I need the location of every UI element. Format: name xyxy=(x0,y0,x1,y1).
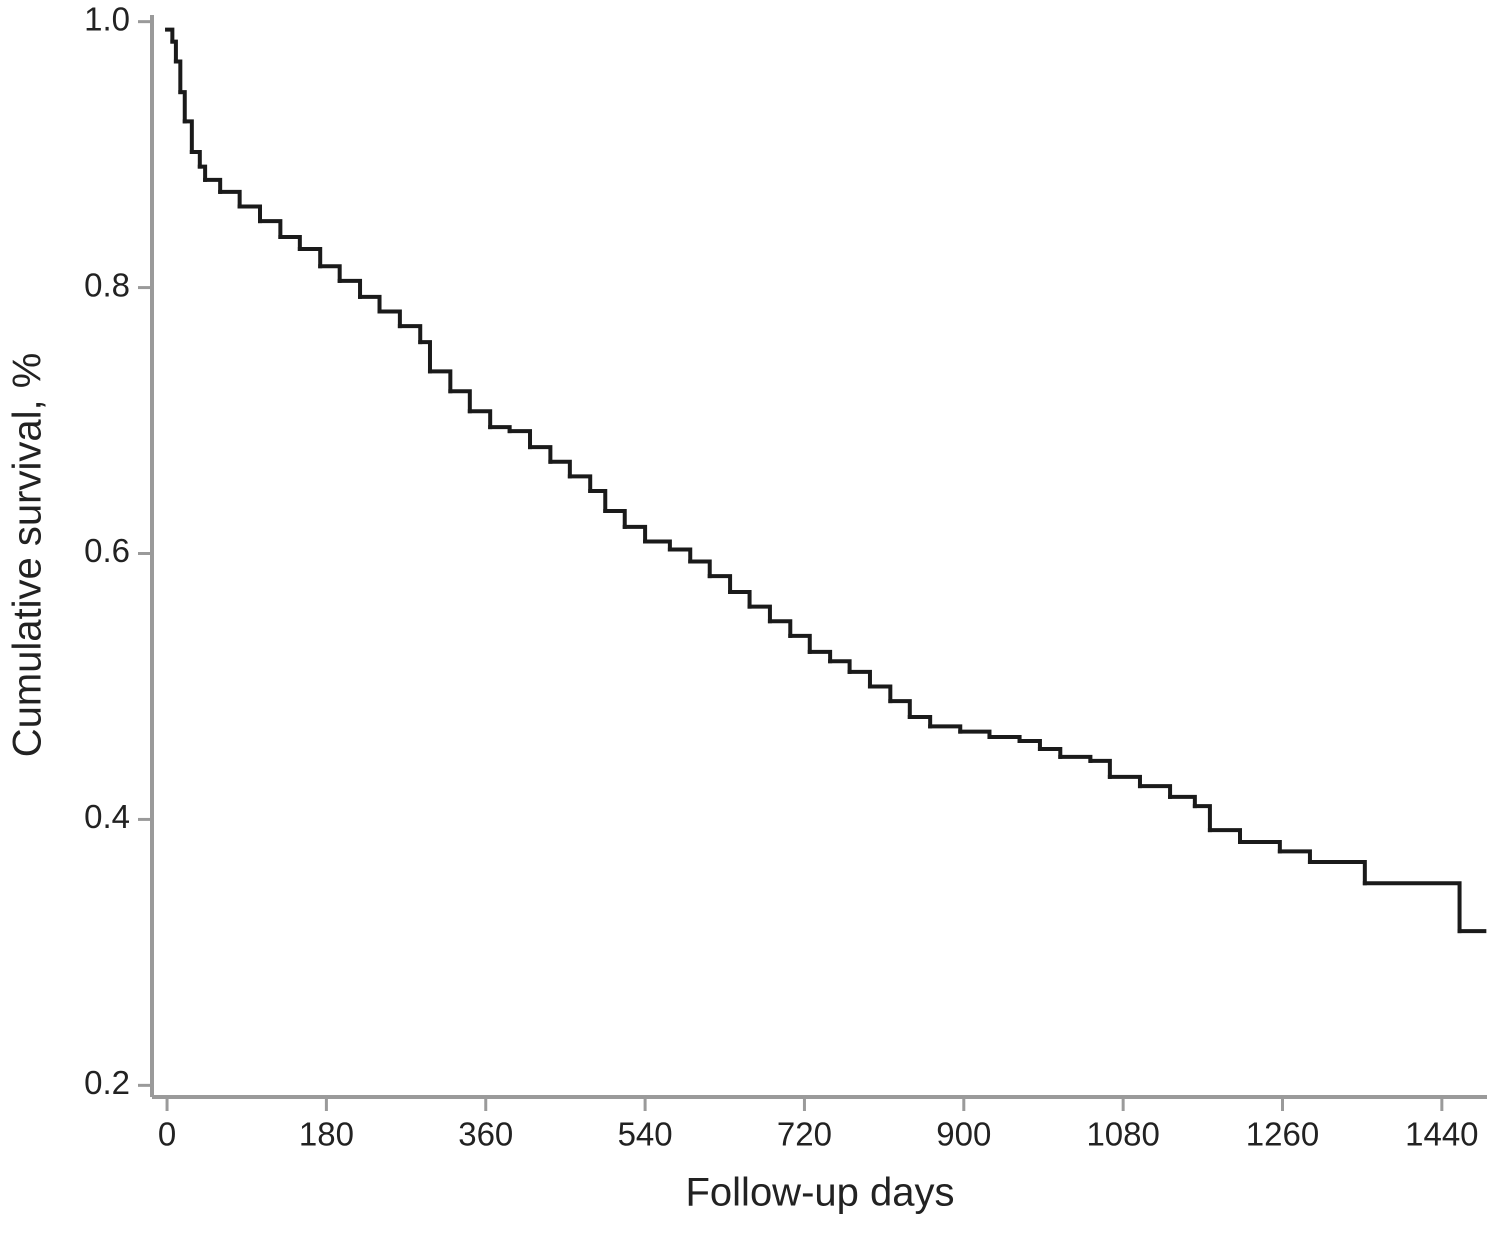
x-tick-label: 720 xyxy=(777,1116,832,1153)
survival-step xyxy=(237,204,263,224)
survival-step xyxy=(467,409,493,430)
survival-step xyxy=(807,649,833,664)
survival-step xyxy=(507,429,533,450)
survival-step xyxy=(297,247,323,269)
survival-step xyxy=(358,294,382,314)
x-tick-label: 1080 xyxy=(1086,1116,1159,1153)
survival-step xyxy=(622,524,648,544)
survival-step xyxy=(427,369,453,394)
y-tick-label: 0.4 xyxy=(84,798,130,835)
survival-step xyxy=(767,619,793,638)
survival-step xyxy=(588,489,608,513)
x-tick-label: 900 xyxy=(936,1116,991,1153)
x-tick-label: 540 xyxy=(618,1116,673,1153)
x-tick-label: 1260 xyxy=(1246,1116,1319,1153)
survival-step xyxy=(278,235,302,252)
survival-step xyxy=(488,425,512,434)
survival-step xyxy=(189,149,202,169)
y-tick-label: 0.2 xyxy=(84,1064,130,1101)
survival-step xyxy=(567,474,593,494)
survival-step xyxy=(173,59,183,95)
survival-step xyxy=(1137,784,1173,799)
survival-step xyxy=(397,324,423,345)
survival-step xyxy=(318,264,342,283)
survival-step xyxy=(907,715,933,729)
survival-step xyxy=(888,699,912,720)
survival-step xyxy=(1017,738,1042,751)
survival-step xyxy=(1192,804,1212,833)
y-tick-label: 1.0 xyxy=(84,0,130,37)
survival-step xyxy=(1277,849,1312,864)
survival-step xyxy=(448,389,472,414)
survival-step xyxy=(707,574,733,595)
y-tick-label: 0.8 xyxy=(84,266,130,303)
x-tick-label: 0 xyxy=(158,1116,176,1153)
survival-step xyxy=(337,278,363,299)
survival-step xyxy=(548,459,572,479)
survival-step xyxy=(847,669,872,689)
survival-step xyxy=(928,724,963,734)
survival-step xyxy=(178,90,187,124)
survival-step xyxy=(1058,754,1093,763)
survival-step xyxy=(1238,840,1282,854)
survival-step xyxy=(1037,746,1063,759)
survival-step xyxy=(688,559,712,579)
x-tick-label: 180 xyxy=(299,1116,354,1153)
x-axis-label: Follow-up days xyxy=(685,1171,954,1215)
survival-step xyxy=(258,219,283,240)
survival-step xyxy=(528,445,553,464)
survival-step xyxy=(1088,758,1112,779)
survival-step xyxy=(1107,774,1142,789)
y-tick-label: 0.6 xyxy=(84,532,130,569)
survival-step xyxy=(203,177,223,194)
survival-step xyxy=(418,340,432,374)
survival-step xyxy=(218,189,242,209)
survival-step xyxy=(1168,794,1197,809)
y-axis-label: Cumulative survival, % xyxy=(6,353,50,758)
survival-step xyxy=(747,604,772,624)
survival-step xyxy=(958,729,992,739)
survival-step xyxy=(643,539,672,552)
survival-step xyxy=(728,590,752,609)
survival-step xyxy=(170,39,178,64)
survival-step xyxy=(1207,828,1243,845)
survival-step xyxy=(603,508,627,529)
survival-step xyxy=(377,309,402,329)
survival-step xyxy=(1307,859,1367,886)
survival-step xyxy=(165,27,175,44)
x-tick-label: 1440 xyxy=(1405,1116,1478,1153)
survival-step xyxy=(867,684,893,704)
survival-step xyxy=(828,659,852,674)
survival-step xyxy=(1362,881,1462,934)
survival-step xyxy=(987,734,1022,743)
x-tick-label: 360 xyxy=(458,1116,513,1153)
survival-step xyxy=(667,547,693,564)
survival-step xyxy=(197,164,208,182)
survival-step xyxy=(788,633,812,654)
survival-step xyxy=(182,119,194,154)
